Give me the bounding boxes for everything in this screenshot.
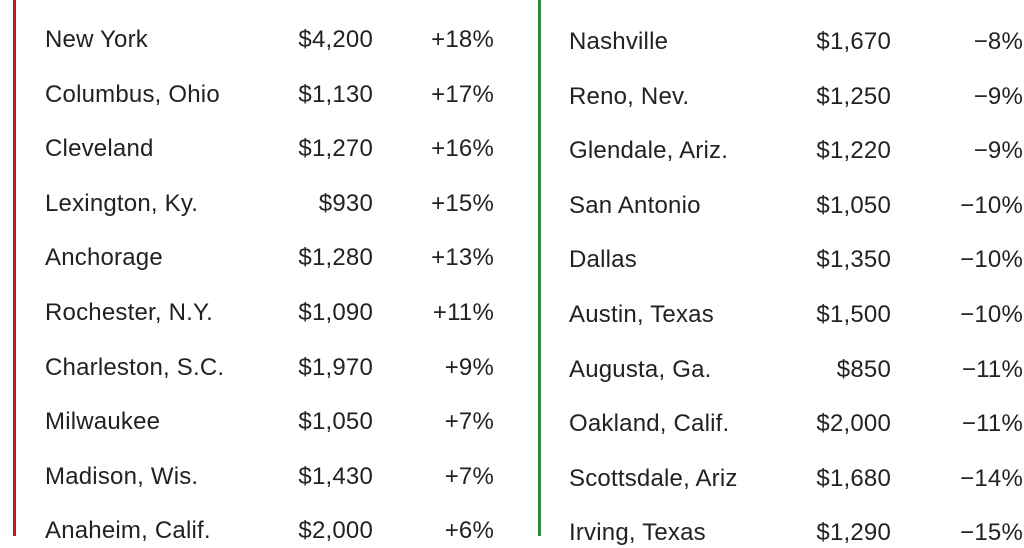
rent-cell: $1,220 bbox=[816, 137, 891, 165]
change-cell: −10% bbox=[960, 301, 1023, 328]
rent-cell: $1,270 bbox=[298, 135, 373, 163]
change-cell: +13% bbox=[431, 244, 494, 272]
city-cell: Rochester, N.Y. bbox=[45, 299, 213, 326]
city-cell: Dallas bbox=[569, 246, 637, 274]
city-cell: Charleston, S.C. bbox=[45, 353, 225, 381]
city-cell: Irving, Texas bbox=[569, 519, 706, 547]
city-cell: Lexington, Ky. bbox=[45, 189, 199, 217]
rent-cell: $930 bbox=[318, 189, 373, 217]
change-cell: +17% bbox=[431, 80, 494, 108]
city-cell: Anchorage bbox=[45, 244, 163, 272]
city-cell: Columbus, Ohio bbox=[45, 80, 220, 108]
rent-cell: $4,200 bbox=[298, 26, 373, 53]
change-cell: +11% bbox=[432, 299, 494, 326]
rent-cell: $1,680 bbox=[816, 464, 891, 492]
red-rule bbox=[13, 0, 16, 536]
city-cell: Reno, Nev. bbox=[569, 82, 690, 110]
city-cell: Nashville bbox=[569, 28, 669, 55]
change-cell: −15% bbox=[960, 519, 1023, 547]
change-cell: +6% bbox=[444, 517, 494, 545]
rent-cell: $1,250 bbox=[816, 82, 891, 110]
change-cell: −8% bbox=[973, 28, 1023, 55]
change-cell: −11% bbox=[961, 410, 1023, 438]
city-cell: Austin, Texas bbox=[569, 301, 714, 328]
rent-cell: $2,000 bbox=[298, 517, 373, 545]
change-cell: +18% bbox=[431, 26, 494, 53]
city-cell: Scottsdale, Ariz bbox=[569, 464, 738, 492]
change-cell: +15% bbox=[431, 189, 494, 217]
change-cell: +9% bbox=[444, 353, 494, 381]
city-cell: Cleveland bbox=[45, 135, 154, 163]
rent-cell: $1,280 bbox=[298, 244, 373, 272]
rent-cell: $1,500 bbox=[816, 301, 891, 328]
rent-cell: $1,290 bbox=[816, 519, 891, 547]
rent-cell: $1,050 bbox=[816, 191, 891, 219]
change-cell: −10% bbox=[960, 191, 1023, 219]
rent-cell: $1,670 bbox=[816, 28, 891, 55]
city-cell: Milwaukee bbox=[45, 408, 161, 436]
change-cell: −9% bbox=[973, 82, 1023, 110]
city-cell: Anaheim, Calif. bbox=[45, 517, 211, 545]
rent-cell: $850 bbox=[836, 355, 891, 383]
rent-cell: $1,090 bbox=[298, 299, 373, 326]
change-cell: −11% bbox=[961, 355, 1023, 383]
change-cell: +16% bbox=[431, 135, 494, 163]
change-cell: −10% bbox=[960, 246, 1023, 274]
change-cell: −14% bbox=[960, 464, 1023, 492]
city-cell: Augusta, Ga. bbox=[569, 355, 712, 383]
city-cell: New York bbox=[45, 26, 148, 53]
green-rule bbox=[538, 0, 541, 536]
change-cell: +7% bbox=[444, 408, 494, 436]
rent-cell: $2,000 bbox=[816, 410, 891, 438]
rent-cell: $1,130 bbox=[298, 80, 373, 108]
city-cell: San Antonio bbox=[569, 191, 701, 219]
rent-cell: $1,350 bbox=[816, 246, 891, 274]
city-cell: Glendale, Ariz. bbox=[569, 137, 729, 165]
change-cell: +7% bbox=[444, 462, 494, 490]
rent-cell: $1,050 bbox=[298, 408, 373, 436]
page: New York $4,200 +18% Columbus, Ohio $1,130 +1… bbox=[13, 0, 1023, 547]
change-cell: −9% bbox=[973, 137, 1023, 165]
rent-cell: $1,430 bbox=[298, 462, 373, 490]
city-cell: Madison, Wis. bbox=[45, 462, 199, 490]
rent-cell: $1,970 bbox=[298, 353, 373, 381]
city-cell: Oakland, Calif. bbox=[569, 410, 730, 438]
